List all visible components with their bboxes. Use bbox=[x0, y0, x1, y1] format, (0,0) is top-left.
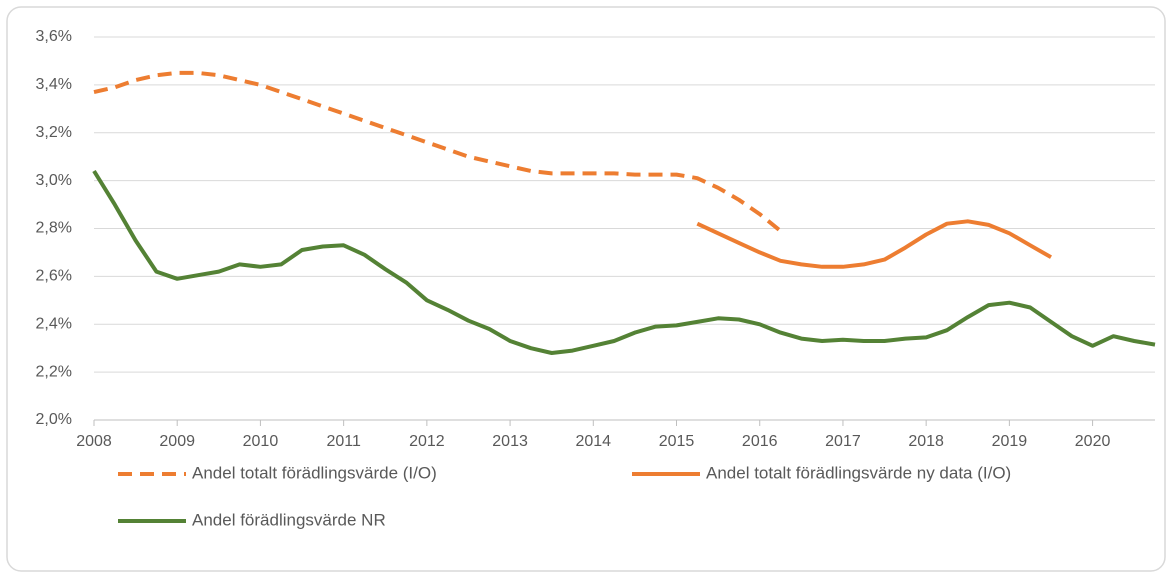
y-tick-label: 3,0% bbox=[36, 172, 72, 189]
x-tick-label: 2016 bbox=[742, 433, 778, 450]
legend: Andel totalt förädlingsvärde (I/O) Andel … bbox=[118, 463, 1011, 529]
line-series bbox=[696, 219, 1052, 269]
x-tick-label: 2019 bbox=[992, 433, 1028, 450]
y-tick-label: 2,8% bbox=[36, 220, 72, 237]
x-tick-label: 2011 bbox=[326, 433, 361, 450]
legend-label: Andel totalt förädlingsvärde ny data (I/… bbox=[706, 463, 1011, 482]
y-tick-label: 2,4% bbox=[36, 315, 72, 332]
x-tick-label: 2017 bbox=[825, 433, 861, 450]
x-tick-label: 2015 bbox=[659, 433, 695, 450]
x-tick-label: 2018 bbox=[908, 433, 944, 450]
y-tick-label: 2,0% bbox=[36, 411, 72, 428]
legend-label: Andel totalt förädlingsvärde (I/O) bbox=[192, 463, 437, 482]
y-tick-label: 2,2% bbox=[36, 363, 72, 380]
x-tick-label: 2014 bbox=[575, 433, 611, 450]
x-tick-label: 2010 bbox=[243, 433, 279, 450]
x-tick-label: 2009 bbox=[159, 433, 195, 450]
x-tick-label: 2012 bbox=[409, 433, 445, 450]
y-tick-label: 2,6% bbox=[36, 268, 72, 285]
y-tick-label: 3,4% bbox=[36, 76, 72, 93]
x-tick-label: 2008 bbox=[76, 433, 112, 450]
chart-frame bbox=[6, 6, 1166, 572]
y-tick-label: 3,6% bbox=[36, 28, 72, 45]
line-series bbox=[92, 169, 1156, 355]
line-series bbox=[93, 70, 782, 233]
y-tick-label: 3,2% bbox=[36, 124, 72, 141]
x-tick-label: 2013 bbox=[492, 433, 528, 450]
x-tick-label: 2020 bbox=[1075, 433, 1111, 450]
legend-label: Andel förädlingsvärde NR bbox=[192, 510, 386, 529]
